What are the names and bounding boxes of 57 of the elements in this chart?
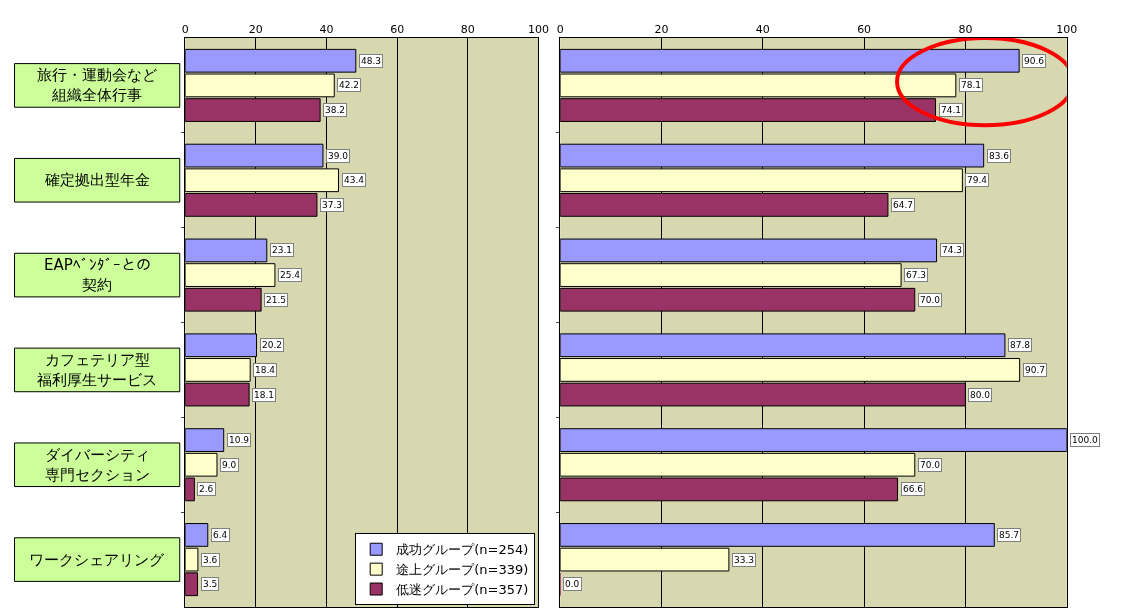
data-label: 67.3 xyxy=(906,270,927,280)
data-label: 23.1 xyxy=(272,245,293,255)
data-label: 18.4 xyxy=(255,365,276,375)
x-tick-label: 60 xyxy=(390,22,405,36)
data-label: 0.0 xyxy=(565,579,580,589)
data-label: 64.7 xyxy=(893,200,914,210)
x-tick-label: 60 xyxy=(857,22,872,36)
data-label: 74.1 xyxy=(941,105,962,115)
data-label: 6.4 xyxy=(213,530,228,540)
data-label: 18.1 xyxy=(254,390,275,400)
y-tick-label: ダイバーシティ専門セクション xyxy=(45,446,150,484)
y-tick-label: ワークシェアリング xyxy=(29,551,165,569)
y-tick-label: EAPﾍﾞﾝﾀﾞｰとの契約 xyxy=(44,256,151,294)
data-label: 2.6 xyxy=(199,484,214,494)
x-tick-label: 80 xyxy=(958,22,973,36)
y-tick-label: カフェテリア型福利厚生サービス xyxy=(37,351,157,389)
x-tick-label: 80 xyxy=(460,22,475,36)
legend-label: 低迷グループ(n=357) xyxy=(396,582,529,598)
data-label: 42.2 xyxy=(339,80,360,90)
data-label: 100.0 xyxy=(1072,435,1099,445)
x-tick-label: 40 xyxy=(755,22,770,36)
data-label: 79.4 xyxy=(967,175,988,185)
data-label: 21.5 xyxy=(266,295,287,305)
data-label: 66.6 xyxy=(903,484,924,494)
y-tick-label: 確定拠出型年金 xyxy=(44,171,150,189)
x-tick-label: 20 xyxy=(248,22,263,36)
x-tick-label: 40 xyxy=(319,22,334,36)
legend-label: 途上グループ(n=339) xyxy=(396,562,529,578)
data-label: 33.3 xyxy=(734,555,755,565)
legend-label: 成功グループ(n=254) xyxy=(396,542,529,558)
x-tick-label: 20 xyxy=(654,22,669,36)
data-label: 39.0 xyxy=(328,151,349,161)
data-label: 78.1 xyxy=(961,80,982,90)
data-label: 9.0 xyxy=(222,460,237,470)
data-label: 43.4 xyxy=(344,175,365,185)
data-label: 3.6 xyxy=(203,555,218,565)
data-label: 48.3 xyxy=(361,56,382,66)
data-label: 85.7 xyxy=(999,530,1020,540)
x-tick-label: 0 xyxy=(556,22,564,36)
data-label: 80.0 xyxy=(970,390,991,400)
data-label: 74.3 xyxy=(942,245,963,255)
data-label: 38.2 xyxy=(325,105,346,115)
data-label: 90.7 xyxy=(1025,365,1046,375)
data-label: 87.8 xyxy=(1010,340,1031,350)
y-tick-label: 旅行・運動会など組織全体行事 xyxy=(37,66,157,104)
data-label: 25.4 xyxy=(280,270,301,280)
data-label: 70.0 xyxy=(920,295,941,305)
data-label: 83.6 xyxy=(989,151,1010,161)
x-tick-label: 100 xyxy=(1056,22,1078,36)
data-label: 10.9 xyxy=(229,435,250,445)
data-label: 3.5 xyxy=(203,579,218,589)
data-label: 90.6 xyxy=(1024,56,1045,66)
data-label: 20.2 xyxy=(262,340,283,350)
x-tick-label: 100 xyxy=(527,22,549,36)
x-tick-label: 0 xyxy=(181,22,189,36)
data-label: 37.3 xyxy=(322,200,343,210)
data-label: 70.0 xyxy=(920,460,941,470)
